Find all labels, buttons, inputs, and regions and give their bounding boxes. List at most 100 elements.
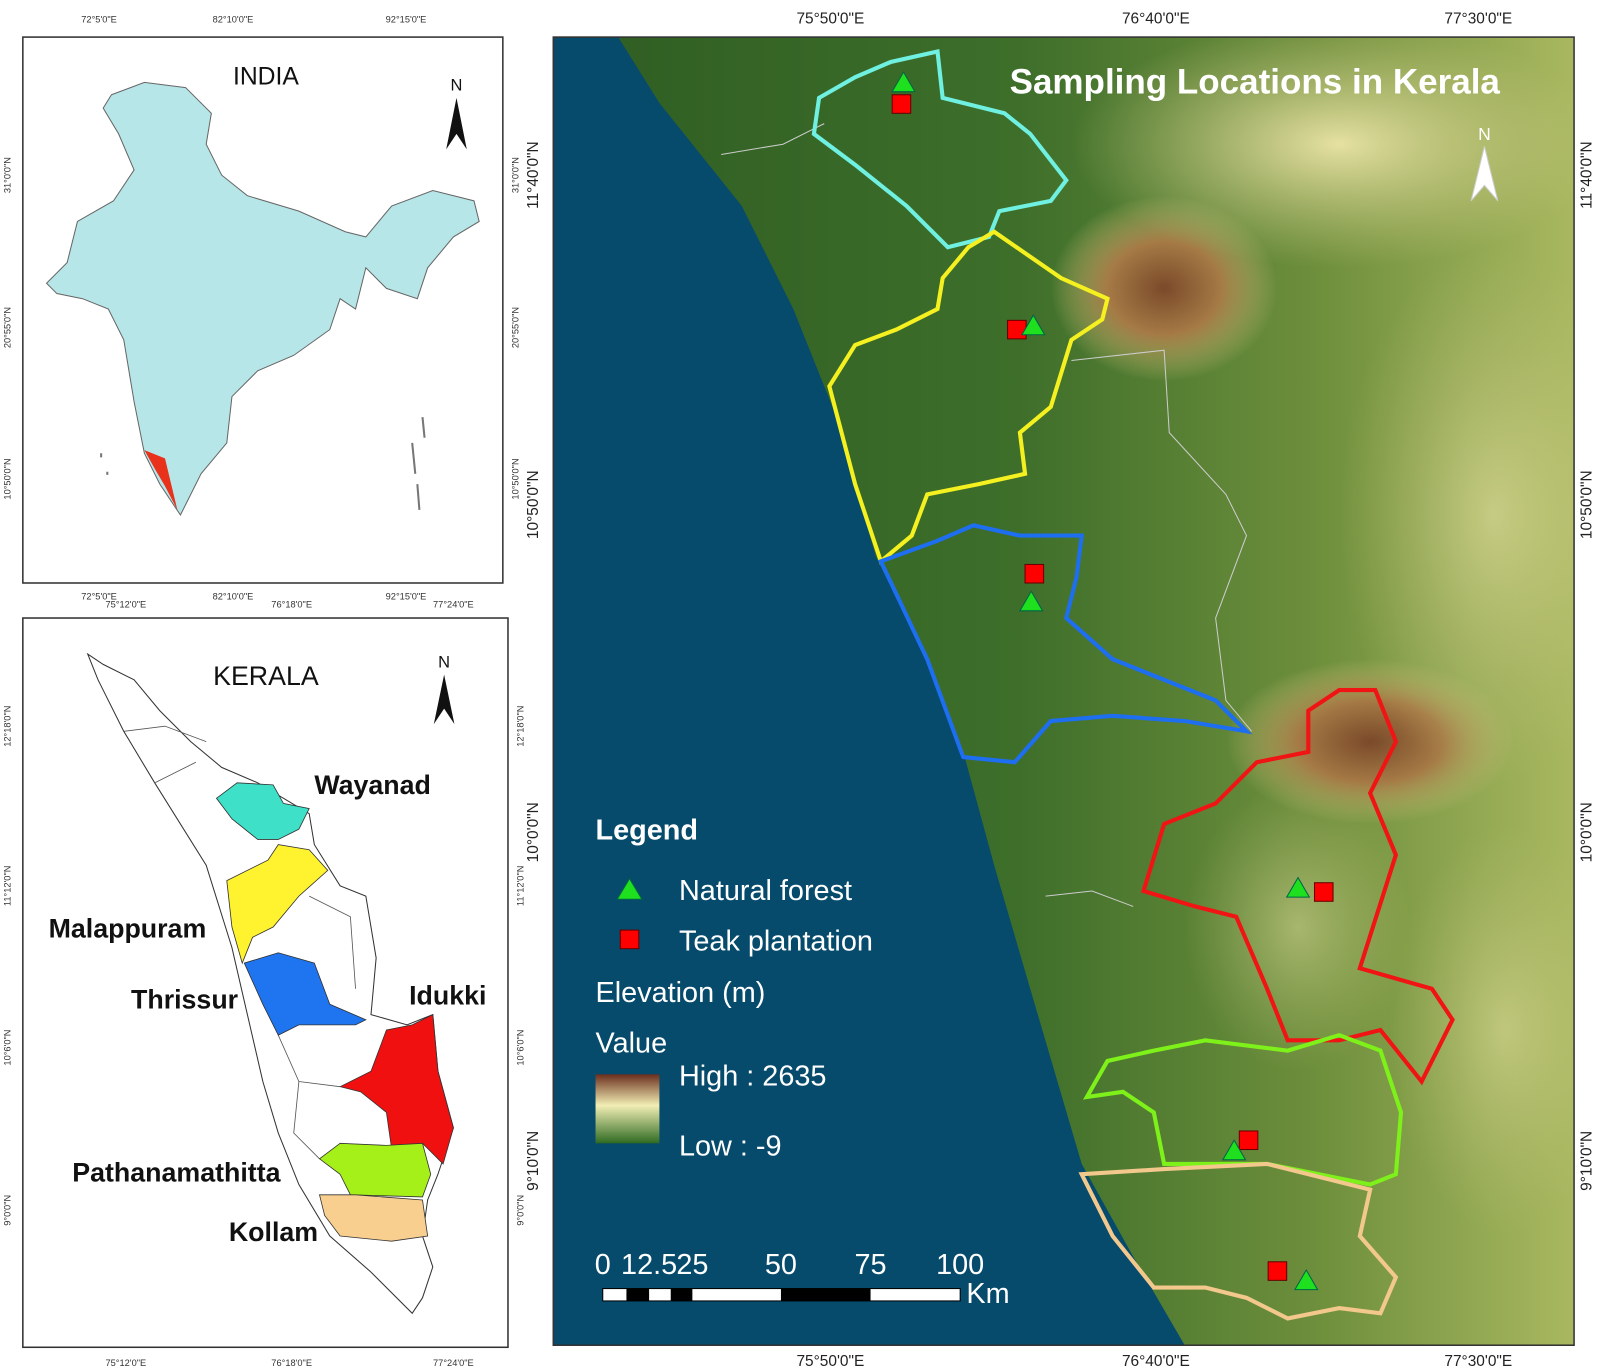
- teak-site: [1238, 1130, 1259, 1151]
- district-kollam: [318, 1194, 429, 1242]
- district-label: Pathanamathitta: [72, 1157, 281, 1187]
- teak-site: [1267, 1261, 1288, 1281]
- legend-item: Natural forest: [679, 875, 852, 907]
- y-coord-label: 9°10'0"N: [1579, 1131, 1596, 1191]
- y-coord-label: 10°50'0"N: [510, 458, 520, 499]
- x-coord-label: 72°5'0"E: [81, 591, 117, 601]
- x-coord-label: 76°40'0"E: [1122, 1353, 1190, 1370]
- y-coord-label: 31°0'0"N: [2, 157, 12, 193]
- inset-title: KERALA: [213, 661, 319, 691]
- frame: [552, 36, 1575, 1346]
- y-coord-label: 11°12'0"N: [2, 866, 12, 907]
- legend-low: Low : -9: [679, 1131, 782, 1163]
- teak-site: [1313, 882, 1334, 902]
- y-coord-label: 10°50'0"N: [2, 458, 12, 499]
- y-coord-label: 10°6'0"N: [515, 1030, 525, 1066]
- scale-unit: Km: [966, 1278, 1009, 1310]
- y-coord-label: 11°40'0"N: [525, 141, 542, 209]
- district-idukki: [338, 1013, 454, 1165]
- legend-subtitle: Value: [596, 1028, 668, 1060]
- scale-bar: Km 0 12.5 25 50 75 100: [595, 1249, 1010, 1310]
- district-label: Kollam: [229, 1217, 318, 1247]
- district-boundary-wayanad: [811, 48, 1069, 250]
- district-wayanad: [215, 782, 310, 840]
- main-map: Sampling Locations in Kerala N Legend Na…: [552, 36, 1575, 1346]
- y-coord-label: 9°10'0"N: [525, 1131, 542, 1191]
- plateau: [1071, 37, 1575, 268]
- legend: Legend Natural forest Teak plantation El…: [595, 814, 873, 1163]
- forest-site: [891, 71, 916, 93]
- inset-title: INDIA: [233, 63, 299, 90]
- north-arrow: [446, 97, 467, 150]
- scale-segment: [626, 1288, 650, 1301]
- state-border: [721, 123, 1253, 907]
- legend-heading: Legend: [596, 814, 699, 846]
- x-coord-label: 77°30'0"E: [1444, 1353, 1512, 1370]
- district-boundary-pathanamthitta: [1082, 1033, 1404, 1187]
- x-coord-label: 75°12'0"E: [105, 600, 146, 610]
- north-label: N: [1478, 124, 1491, 144]
- y-coord-label: 11°40'0"N: [1579, 141, 1596, 209]
- y-coord-label: 12°18'0"N: [2, 706, 12, 747]
- kerala-highlight: [144, 450, 178, 510]
- district-label: Idukki: [409, 980, 486, 1010]
- forest-site: [1285, 876, 1311, 898]
- district-malappuram: [226, 844, 329, 965]
- x-coord-label: 77°24'0"E: [433, 1358, 474, 1368]
- x-coord-label: 72°5'0"E: [81, 15, 117, 25]
- district-pathanamthitta: [318, 1142, 432, 1198]
- district-boundary-malappuram: [827, 229, 1110, 565]
- plateau: [1339, 247, 1575, 783]
- x-coord-label: 75°50'0"E: [796, 11, 864, 28]
- scale-label: 0: [595, 1249, 611, 1281]
- india-outline: [45, 81, 480, 517]
- x-coord-label: 75°12'0"E: [105, 1358, 146, 1368]
- teak-site: [1007, 319, 1027, 340]
- forest-site: [1221, 1139, 1247, 1161]
- district-label: Wayanad: [314, 770, 431, 800]
- scale-segment: [780, 1288, 871, 1301]
- x-coord-label: 92°15'0"E: [386, 591, 427, 601]
- y-coord-label: 10°0'0"N: [525, 802, 542, 862]
- district-label: Malappuram: [49, 913, 207, 943]
- x-coord-label: 76°18'0"E: [271, 600, 312, 610]
- x-coord-label: 92°15'0"E: [386, 15, 427, 25]
- sampling-sites: [891, 71, 1334, 1291]
- kerala-inset: KERALA N Wayanad Malappuram Thrissur Idu…: [22, 617, 509, 1349]
- y-coord-label: 10°0'0"N: [1579, 802, 1596, 862]
- y-coord-label: 20°55'0"N: [2, 307, 12, 348]
- north-label: N: [438, 653, 450, 671]
- scale-label: 50: [765, 1249, 797, 1281]
- scale-label: 100: [936, 1249, 984, 1281]
- forest-site: [1294, 1268, 1319, 1291]
- scale-label: 12.5: [621, 1249, 677, 1281]
- legend-subtitle: Elevation (m): [596, 977, 766, 1009]
- coordinate-labels: 75°12'0"E 76°18'0"E 77°24'0"E 75°12'0"E 76°1…: [2, 600, 525, 1368]
- map-title: Sampling Locations in Kerala: [1010, 63, 1501, 102]
- north-label: N: [451, 77, 463, 95]
- plateau: [1184, 782, 1412, 1072]
- scale-label: 75: [855, 1249, 887, 1281]
- teak-site: [1024, 563, 1045, 584]
- sea: [553, 37, 1185, 1346]
- y-coord-label: 10°50'0"N: [1579, 470, 1596, 539]
- legend-symbol: [619, 929, 640, 950]
- plateau: [1390, 824, 1575, 1236]
- y-coord-label: 31°0'0"N: [510, 157, 520, 193]
- elevation-ramp: [595, 1074, 660, 1144]
- y-coord-label: 10°50'0"N: [525, 470, 542, 539]
- india-inset: INDIA N: [22, 36, 504, 584]
- district-boundary-idukki: [1140, 688, 1455, 1086]
- x-coord-label: 82°10'0"E: [213, 591, 254, 601]
- scale-label: 25: [676, 1249, 708, 1281]
- y-coord-label: 9°0'0"N: [2, 1195, 12, 1226]
- y-coord-label: 20°55'0"N: [510, 307, 520, 348]
- islands: [100, 417, 426, 510]
- legend-symbol: [616, 877, 643, 900]
- x-coord-label: 77°24'0"E: [433, 600, 474, 610]
- teak-site: [891, 94, 912, 114]
- district-label: Thrissur: [131, 984, 239, 1014]
- x-coord-label: 77°30'0"E: [1444, 11, 1512, 28]
